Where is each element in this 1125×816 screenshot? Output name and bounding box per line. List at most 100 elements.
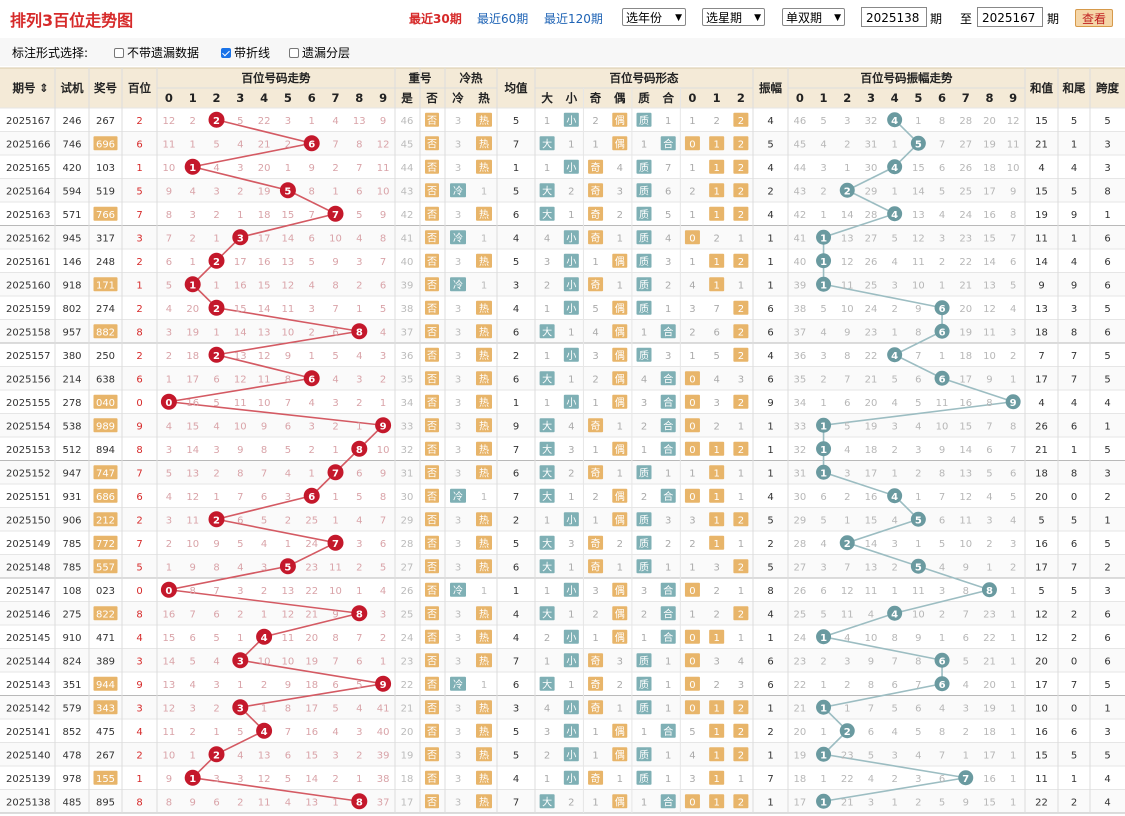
hundreds-cell: 2 xyxy=(136,351,142,362)
shape-cell: 合 xyxy=(663,137,673,150)
prize-cell: 317 xyxy=(96,233,115,244)
trend-miss: 3 xyxy=(166,445,172,456)
amp-ball xyxy=(816,229,832,245)
shape-miss: 2 xyxy=(713,421,719,432)
hot-cell: 热 xyxy=(479,396,489,409)
option-with-line[interactable]: 带折线 xyxy=(221,44,270,61)
period-cell: 2025140 xyxy=(6,750,51,761)
shape-cell-bg xyxy=(709,747,725,762)
amp-miss: 6 xyxy=(844,398,850,409)
prize-cell-bg xyxy=(93,512,118,527)
shape-cell: 质 xyxy=(639,350,649,362)
amp-miss: 10 xyxy=(1007,163,1020,174)
trend-miss: 1 xyxy=(356,304,362,315)
to-period-input[interactable]: 2025167 xyxy=(977,7,1043,27)
shape-miss: 4 xyxy=(641,374,647,385)
shape-cell-bg xyxy=(563,159,579,174)
trend-miss: 7 xyxy=(190,609,196,620)
avg-cell: 7 xyxy=(513,445,519,456)
shape-cell-bg xyxy=(539,606,555,621)
hundreds-cell: 2 xyxy=(136,304,142,315)
amp-miss: 10 xyxy=(841,304,854,315)
checkbox-icon[interactable] xyxy=(114,48,124,58)
amp-miss: 10 xyxy=(865,633,878,644)
trend-miss: 5 xyxy=(190,656,196,667)
amp-miss: 11 xyxy=(912,257,925,268)
prize-cell-bg xyxy=(93,277,118,292)
shape-miss: 1 xyxy=(665,656,671,667)
shape-cell-bg xyxy=(733,159,749,174)
shape-cell-bg xyxy=(563,112,579,127)
shape-miss: 1 xyxy=(568,139,574,150)
avg-cell: 6 xyxy=(513,327,519,338)
year-select-label: 选年份 xyxy=(626,11,663,25)
trend-miss: 6 xyxy=(380,539,386,550)
amp-ball xyxy=(816,629,832,645)
shape-miss: 1 xyxy=(592,727,598,738)
amp-ball-digit: 4 xyxy=(891,492,898,503)
trial-cell: 910 xyxy=(62,633,81,644)
shape-cell: 偶 xyxy=(615,325,625,338)
amp-trend-header: 百位号码振幅走势 xyxy=(861,71,953,85)
view-button[interactable]: 查看 xyxy=(1075,9,1113,27)
shape-cell: 1 xyxy=(713,163,719,174)
trend-miss: 6 xyxy=(380,280,386,291)
amp-miss: 21 xyxy=(865,374,878,385)
option-no-missing-data[interactable]: 不带遗漏数据 xyxy=(114,44,199,61)
cold-cell: 冷 xyxy=(453,678,463,691)
trend-ball xyxy=(375,675,392,692)
amp-miss: 4 xyxy=(963,680,969,691)
checkbox-checked-icon[interactable] xyxy=(221,48,231,58)
amp-miss: 11 xyxy=(912,586,925,597)
trend-ball xyxy=(208,511,225,528)
amp-ball-digit: 1 xyxy=(820,468,827,479)
trial-cell: 945 xyxy=(62,233,81,244)
period-link-30[interactable]: 最近30期 xyxy=(409,12,462,26)
repeat-yes-cell: 38 xyxy=(401,304,414,315)
shape-cell: 合 xyxy=(663,372,673,385)
weekday-select[interactable]: 选星期 ▼ xyxy=(702,8,765,26)
repeat-yes-cell: 36 xyxy=(401,351,414,362)
prize-cell-bg xyxy=(93,418,118,433)
trend-miss: 10 xyxy=(186,539,199,550)
amp-miss: 13 xyxy=(959,468,972,479)
shape-cell: 偶 xyxy=(615,396,625,409)
hundreds-header: 百位 xyxy=(128,81,151,95)
trend-miss: 3 xyxy=(332,398,338,409)
trend-miss: 3 xyxy=(213,680,219,691)
shape-cell: 偶 xyxy=(615,255,625,268)
parity-select[interactable]: 单双期 ▼ xyxy=(782,8,845,26)
shape-cell-bg xyxy=(612,723,628,738)
hundreds-cell: 5 xyxy=(136,186,142,197)
shape-cell-bg xyxy=(733,347,749,362)
amp-miss: 3 xyxy=(963,703,969,714)
trend-miss: 22 xyxy=(258,116,271,127)
shape-sub-header: 大 xyxy=(541,91,553,105)
checkbox-icon[interactable] xyxy=(289,48,299,58)
period-link-60[interactable]: 最近60期 xyxy=(477,12,529,26)
shape-cell-bg xyxy=(709,136,725,151)
repeat-yes-header: 是 xyxy=(400,91,413,105)
year-select[interactable]: 选年份 ▼ xyxy=(622,8,686,26)
amp-ball-digit: 4 xyxy=(891,163,898,174)
amp-ball xyxy=(910,511,926,527)
amp-miss: 3 xyxy=(844,468,850,479)
repeat-yes-cell: 17 xyxy=(401,797,414,808)
trial-cell: 214 xyxy=(62,374,81,385)
shape-cell-bg xyxy=(612,253,628,268)
trend-miss: 4 xyxy=(285,797,291,808)
period-link-120[interactable]: 最近120期 xyxy=(544,12,603,26)
prize-cell: 171 xyxy=(96,280,115,291)
trend-miss: 13 xyxy=(186,468,199,479)
shape-miss: 2 xyxy=(592,609,598,620)
repeat-no-cell: 否 xyxy=(427,467,437,479)
shape-cell: 小 xyxy=(566,632,576,644)
option-missing-layer[interactable]: 遗漏分层 xyxy=(289,44,350,61)
shape-cell: 质 xyxy=(639,162,649,174)
period-header: 期号 xyxy=(13,81,36,95)
repeat-no-cell: 否 xyxy=(427,514,437,526)
shape-cell-bg xyxy=(636,465,652,480)
from-period-input[interactable]: 2025138 xyxy=(861,7,927,27)
page-title: 排列3百位走势图 xyxy=(10,11,134,30)
shape-cell: 质 xyxy=(639,279,649,291)
